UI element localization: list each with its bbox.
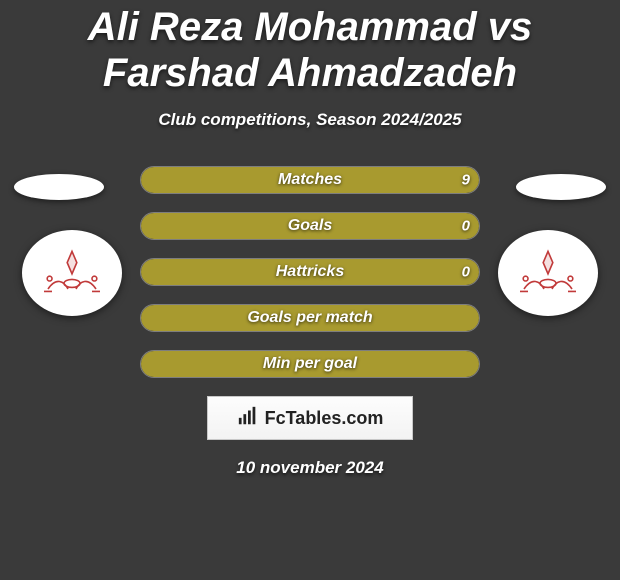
comparison-content: Matches9Goals0Hattricks0Goals per matchM… xyxy=(0,166,620,478)
stat-label: Hattricks xyxy=(140,263,480,281)
brand-text: FcTables.com xyxy=(265,408,384,429)
club-badge-right xyxy=(498,230,598,316)
player-left-avatar-placeholder xyxy=(14,174,104,200)
stat-row: Min per goal xyxy=(140,350,480,378)
stat-value-right: 9 xyxy=(462,172,470,189)
stat-row: Matches9 xyxy=(140,166,480,194)
player-right-avatar-placeholder xyxy=(516,174,606,200)
stat-row: Goals0 xyxy=(140,212,480,240)
stat-label: Goals xyxy=(140,217,480,235)
date-text: 10 november 2024 xyxy=(0,458,620,478)
stat-label: Min per goal xyxy=(140,355,480,373)
club-badge-left xyxy=(22,230,122,316)
stat-value-right: 0 xyxy=(462,264,470,281)
page-title: Ali Reza Mohammad vs Farshad Ahmadzadeh xyxy=(0,0,620,96)
stat-row: Goals per match xyxy=(140,304,480,332)
stat-label: Matches xyxy=(140,171,480,189)
subtitle: Club competitions, Season 2024/2025 xyxy=(0,110,620,130)
stat-value-right: 0 xyxy=(462,218,470,235)
stat-label: Goals per match xyxy=(140,309,480,327)
brand-box: FcTables.com xyxy=(207,396,413,440)
stat-row: Hattricks0 xyxy=(140,258,480,286)
chart-icon xyxy=(237,405,259,432)
